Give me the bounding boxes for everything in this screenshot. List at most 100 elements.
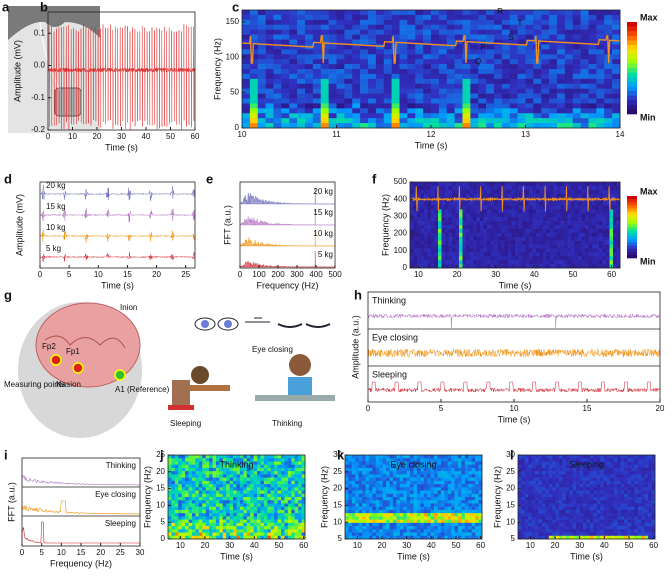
heatmap-cell xyxy=(521,480,526,485)
heatmap-cell xyxy=(504,221,509,226)
heatmap-cell xyxy=(368,529,373,533)
heatmap-cell xyxy=(202,455,206,459)
heatmap-cell xyxy=(191,535,196,540)
heatmap-cell xyxy=(355,503,359,507)
heatmap-cell xyxy=(462,217,467,222)
heatmap-cell xyxy=(430,474,435,478)
heatmap-cell xyxy=(438,54,448,60)
heatmap-cell xyxy=(531,490,536,495)
heatmap-cell xyxy=(606,252,610,257)
heatmap-cell xyxy=(599,205,603,210)
heatmap-cell xyxy=(521,497,526,501)
heatmap-cell xyxy=(434,264,439,269)
heatmap-cell xyxy=(599,260,603,265)
heatmap-cell xyxy=(420,185,425,191)
load-label: 5 kg xyxy=(46,244,61,253)
heatmap-cell xyxy=(301,513,306,517)
heatmap-cell xyxy=(267,490,272,495)
heatmap-cell xyxy=(410,225,414,230)
signal-trace xyxy=(21,474,140,486)
heatmap-cell xyxy=(413,458,418,462)
heatmap-cell xyxy=(444,503,449,507)
x-tick-label: 10 xyxy=(68,132,77,141)
heatmap-cell xyxy=(518,461,522,465)
heatmap-cell xyxy=(294,471,299,475)
heatmap-cell xyxy=(403,467,407,472)
heatmap-cell xyxy=(501,54,511,60)
heatmap-cell xyxy=(294,487,299,491)
heatmap-cell xyxy=(602,264,607,269)
heatmap-cell xyxy=(229,526,234,530)
heatmap-cell xyxy=(399,83,408,89)
heatmap-cell xyxy=(382,471,387,475)
x-tick-label: 10 xyxy=(510,404,519,413)
heatmap-cell xyxy=(588,232,593,238)
heatmap-cell xyxy=(473,221,477,226)
heatmap-cell xyxy=(501,83,511,89)
heatmap-cell xyxy=(455,205,460,210)
heatmap-cell xyxy=(518,225,523,230)
heatmap-cell xyxy=(511,228,516,234)
heatmap-cell xyxy=(273,93,282,99)
heatmap-cell xyxy=(294,484,299,488)
heatmap-cell xyxy=(431,217,435,222)
heatmap-cell xyxy=(188,455,193,459)
heatmap-cell xyxy=(351,464,356,469)
heatmap-cell xyxy=(246,529,251,533)
heatmap-cell xyxy=(257,461,261,465)
heatmap-cell xyxy=(529,256,533,261)
heatmap-cell xyxy=(212,493,217,498)
heatmap-cell xyxy=(464,506,469,511)
heatmap-cell xyxy=(427,464,431,469)
heatmap-cell xyxy=(375,509,380,514)
heatmap-cell xyxy=(494,221,498,226)
heatmap-cell xyxy=(391,123,400,129)
heatmap-cell xyxy=(174,464,179,469)
heatmap-cell xyxy=(188,474,193,478)
heatmap-cell xyxy=(501,240,505,245)
heatmap-cell xyxy=(236,461,241,465)
heatmap-cell xyxy=(521,477,526,482)
heatmap-cell xyxy=(348,490,353,495)
heatmap-cell xyxy=(413,474,418,478)
heatmap-cell xyxy=(265,98,274,104)
heatmap-cell xyxy=(403,513,407,517)
heatmap-cell xyxy=(612,64,621,70)
heatmap-cell xyxy=(195,474,200,478)
heatmap-cell xyxy=(494,260,498,265)
heatmap-cell xyxy=(249,44,259,50)
heatmap-cell xyxy=(560,189,565,195)
heatmap-cell xyxy=(399,506,404,511)
heatmap-cell xyxy=(246,461,251,465)
heatmap-cell xyxy=(209,522,213,527)
heatmap-cell xyxy=(198,490,203,495)
heatmap-cell xyxy=(536,252,540,257)
heatmap-cell xyxy=(239,471,244,475)
heatmap-cell xyxy=(596,118,605,124)
heatmap-cell xyxy=(574,225,579,230)
heatmap-cell xyxy=(423,83,432,89)
heatmap-cell xyxy=(246,467,251,472)
heatmap-cell xyxy=(312,108,322,114)
heatmap-cell xyxy=(528,484,532,488)
heatmap-cell xyxy=(452,256,456,261)
heatmap-cell xyxy=(616,182,621,187)
heatmap-cell xyxy=(281,493,285,498)
heatmap-cell xyxy=(260,522,265,527)
heatmap-cell xyxy=(352,78,361,85)
heatmap-cell xyxy=(483,228,488,234)
heatmap-cell xyxy=(454,506,459,511)
heatmap-cell xyxy=(281,484,285,488)
heatmap-cell xyxy=(257,83,266,89)
heatmap-cell xyxy=(284,526,289,530)
x-tick-label: 30 xyxy=(491,270,500,279)
heatmap-cell xyxy=(461,471,466,475)
heatmap-cell xyxy=(518,506,522,511)
heatmap-cell xyxy=(348,526,353,530)
heatmap-cell xyxy=(445,213,449,218)
heatmap-cell xyxy=(344,24,353,30)
heatmap-cell xyxy=(246,535,251,540)
heatmap-cell xyxy=(468,529,473,533)
heatmap-cell xyxy=(410,228,414,234)
heatmap-cell xyxy=(616,244,621,249)
